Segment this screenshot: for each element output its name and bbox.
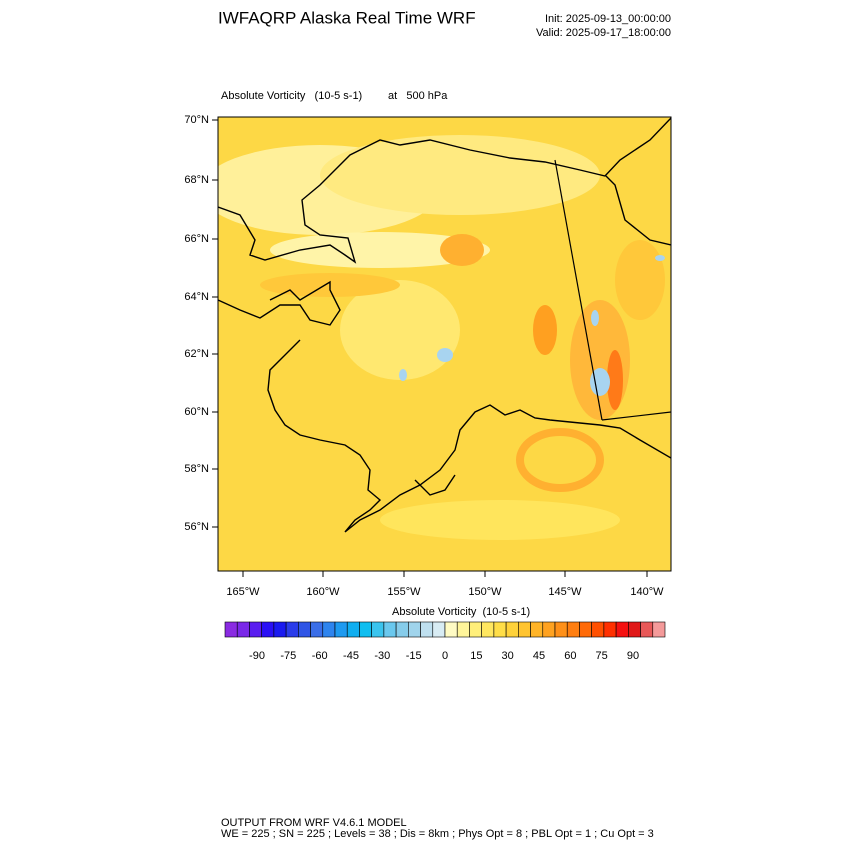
map	[218, 117, 671, 571]
colorbar-swatch	[591, 621, 605, 638]
coastlines	[218, 117, 671, 533]
colorbar-swatch	[493, 621, 507, 638]
colorbar-swatch	[420, 621, 434, 638]
field-patch	[437, 348, 453, 362]
colorbar-swatch	[615, 621, 629, 638]
colorbar-label: -45	[343, 650, 359, 662]
colorbar-label: -90	[249, 650, 265, 662]
field-patch	[380, 500, 620, 540]
colorbar-swatch	[628, 621, 641, 638]
lat-label: 66°N	[184, 233, 209, 245]
lon-label: 140°W	[630, 586, 664, 598]
colorbar-label: -30	[374, 650, 390, 662]
field-patch	[320, 135, 600, 215]
colorbar-swatch	[481, 621, 495, 638]
lat-label: 64°N	[184, 291, 209, 303]
title: IWFAQRP Alaska Real Time WRF	[218, 8, 476, 27]
colorbar-label: 30	[502, 650, 514, 662]
lat-label: 68°N	[184, 174, 209, 186]
colorbar-label: 90	[627, 650, 639, 662]
colorbar-swatch	[395, 621, 409, 638]
colorbar-swatch	[579, 621, 592, 638]
field-patch	[591, 310, 599, 326]
field-patch	[655, 255, 665, 261]
level-label: at 500 hPa	[388, 90, 448, 102]
field-patch	[570, 300, 630, 420]
colorbar-swatch	[383, 621, 397, 638]
colorbar-swatch	[566, 621, 580, 638]
colorbar-swatch	[469, 621, 482, 638]
colorbar-swatch	[322, 621, 336, 638]
colorbar-swatch	[249, 621, 262, 638]
valid-time: Valid: 2025-09-17_18:00:00	[536, 27, 671, 39]
field-patch	[440, 234, 484, 266]
footer-line: OUTPUT FROM WRF V4.6.1 MODEL	[221, 817, 407, 829]
field-patch	[533, 305, 557, 355]
colorbar-swatch	[542, 621, 556, 638]
colorbar-swatch	[530, 621, 544, 638]
colorbar-swatch	[456, 621, 470, 638]
colorbar-label: -15	[406, 650, 422, 662]
lon-label: 165°W	[226, 586, 260, 598]
field-label: Absolute Vorticity (10-5 s-1)	[221, 90, 362, 102]
lon-label: 155°W	[387, 586, 421, 598]
colorbar-swatch	[444, 621, 458, 638]
lat-label: 62°N	[184, 348, 209, 360]
colorbar-label: 60	[564, 650, 576, 662]
colorbar-swatch	[518, 621, 531, 638]
colorbar-swatch	[334, 621, 348, 638]
colorbar-swatch	[603, 621, 617, 638]
field-patch	[607, 350, 623, 410]
field-patch	[340, 280, 460, 380]
field-patch	[590, 368, 610, 396]
colorbar-swatch	[346, 621, 360, 638]
colorbar-label: 75	[596, 650, 608, 662]
boundaries	[554, 159, 671, 421]
footer-line: WE = 225 ; SN = 225 ; Levels = 38 ; Dis …	[221, 828, 654, 840]
colorbar-swatch	[371, 621, 385, 638]
colorbar-label: -75	[280, 650, 296, 662]
colorbar-swatch	[640, 621, 654, 638]
colorbar-swatch	[432, 621, 446, 638]
init-time: Init: 2025-09-13_00:00:00	[545, 13, 671, 25]
colorbar-title: Absolute Vorticity (10-5 s-1)	[392, 606, 530, 618]
colorbar-label: 15	[470, 650, 482, 662]
lat-label: 58°N	[184, 463, 209, 475]
colorbar-swatch	[298, 621, 311, 638]
lat-label: 56°N	[184, 521, 209, 533]
field-patch	[399, 369, 407, 381]
colorbar-swatch	[236, 621, 250, 638]
colorbar-swatch	[554, 621, 568, 638]
colorbar-swatch	[273, 621, 287, 638]
colorbar-swatch	[652, 621, 666, 638]
colorbar-swatch	[505, 621, 519, 638]
lon-label: 150°W	[468, 586, 502, 598]
lon-label: 160°W	[306, 586, 340, 598]
colorbar-swatch	[359, 621, 372, 638]
colorbar-swatch	[224, 621, 238, 638]
colorbar-swatch	[408, 621, 421, 638]
colorbar-swatch	[261, 621, 275, 638]
lat-label: 70°N	[184, 114, 209, 126]
field-patch	[270, 232, 490, 268]
colorbar-label: -60	[312, 650, 328, 662]
lat-label: 60°N	[184, 406, 209, 418]
field-patch	[516, 428, 604, 492]
colorbar-label: 0	[442, 650, 448, 662]
map-frame	[217, 116, 672, 572]
colorbar-swatch	[310, 621, 324, 638]
field-patch	[615, 240, 665, 320]
lon-label: 145°W	[548, 586, 582, 598]
colorbar-swatch	[285, 621, 299, 638]
colorbar-label: 45	[533, 650, 545, 662]
